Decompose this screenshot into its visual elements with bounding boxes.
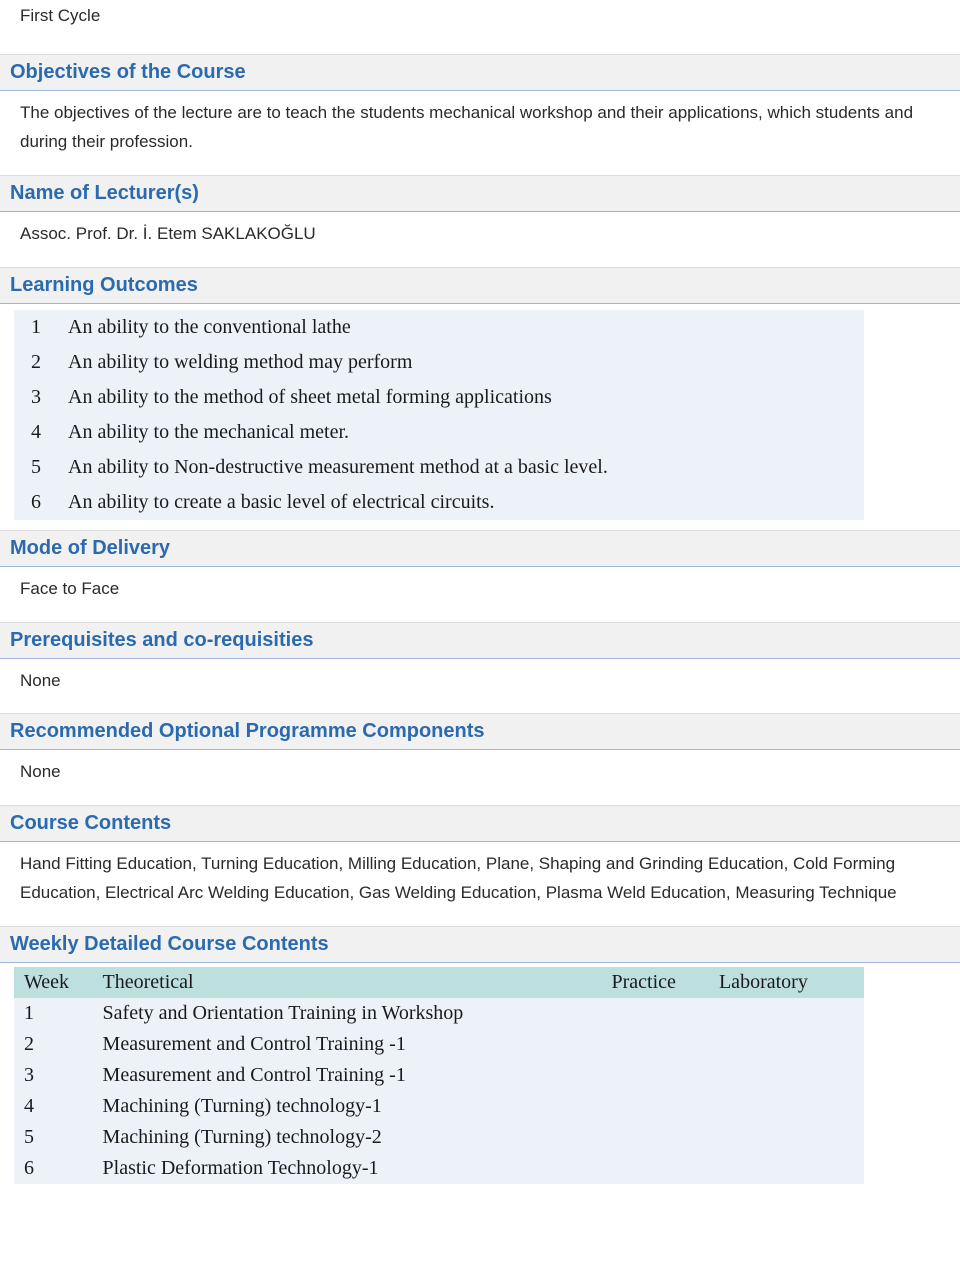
cell-theoretical: Safety and Orientation Training in Works… xyxy=(93,998,602,1029)
table-row: 4 Machining (Turning) technology-1 xyxy=(14,1091,864,1122)
table-row: 3 Measurement and Control Training -1 xyxy=(14,1060,864,1091)
outcome-text: An ability to welding method may perform xyxy=(58,345,864,380)
outcome-number: 5 xyxy=(14,450,58,485)
section-mode-title: Mode of Delivery xyxy=(0,530,960,567)
weekly-header-row: Week Theoretical Practice Laboratory xyxy=(14,967,864,998)
outcome-number: 4 xyxy=(14,415,58,450)
section-mode-body: Face to Face xyxy=(0,567,960,612)
table-row: 2 An ability to welding method may perfo… xyxy=(14,345,864,380)
cell-practice xyxy=(601,1029,709,1060)
weekly-table: Week Theoretical Practice Laboratory 1 S… xyxy=(14,967,864,1184)
section-prereq-body: None xyxy=(0,659,960,704)
section-recommended-title: Recommended Optional Programme Component… xyxy=(0,713,960,750)
col-laboratory-header: Laboratory xyxy=(709,967,864,998)
cell-practice xyxy=(601,1122,709,1153)
table-row: 2 Measurement and Control Training -1 xyxy=(14,1029,864,1060)
section-objectives-title: Objectives of the Course xyxy=(0,54,960,91)
outcome-text: An ability to the method of sheet metal … xyxy=(58,380,864,415)
cell-week: 3 xyxy=(14,1060,93,1091)
outcome-number: 1 xyxy=(14,310,58,345)
section-prereq-title: Prerequisites and co-requisities xyxy=(0,622,960,659)
cell-week: 2 xyxy=(14,1029,93,1060)
cell-laboratory xyxy=(709,1153,864,1184)
cell-week: 5 xyxy=(14,1122,93,1153)
cell-theoretical: Plastic Deformation Technology-1 xyxy=(93,1153,602,1184)
table-row: 1 An ability to the conventional lathe xyxy=(14,310,864,345)
cell-practice xyxy=(601,998,709,1029)
outcome-text: An ability to the mechanical meter. xyxy=(58,415,864,450)
outcome-text: An ability to Non-destructive measuremen… xyxy=(58,450,864,485)
learning-outcomes-table: 1 An ability to the conventional lathe 2… xyxy=(14,310,864,520)
section-contents-title: Course Contents xyxy=(0,805,960,842)
cell-week: 1 xyxy=(14,998,93,1029)
cell-theoretical: Measurement and Control Training -1 xyxy=(93,1029,602,1060)
section-lecturers-title: Name of Lecturer(s) xyxy=(0,175,960,212)
cell-laboratory xyxy=(709,998,864,1029)
course-page: First Cycle Objectives of the Course The… xyxy=(0,0,960,1204)
section-objectives-body: The objectives of the lecture are to tea… xyxy=(0,91,960,165)
cell-practice xyxy=(601,1153,709,1184)
outcome-number: 6 xyxy=(14,485,58,520)
section-lecturers-body: Assoc. Prof. Dr. İ. Etem SAKLAKOĞLU xyxy=(0,212,960,257)
outcome-text: An ability to create a basic level of el… xyxy=(58,485,864,520)
cell-theoretical: Measurement and Control Training -1 xyxy=(93,1060,602,1091)
col-practice-header: Practice xyxy=(601,967,709,998)
table-row: 4 An ability to the mechanical meter. xyxy=(14,415,864,450)
cell-laboratory xyxy=(709,1091,864,1122)
col-theoretical-header: Theoretical xyxy=(93,967,602,998)
cell-laboratory xyxy=(709,1060,864,1091)
cell-practice xyxy=(601,1060,709,1091)
section-weekly-title: Weekly Detailed Course Contents xyxy=(0,926,960,963)
outcome-number: 2 xyxy=(14,345,58,380)
table-row: 6 An ability to create a basic level of … xyxy=(14,485,864,520)
table-row: 6 Plastic Deformation Technology-1 xyxy=(14,1153,864,1184)
table-row: 1 Safety and Orientation Training in Wor… xyxy=(14,998,864,1029)
table-row: 5 Machining (Turning) technology-2 xyxy=(14,1122,864,1153)
col-week-header: Week xyxy=(14,967,93,998)
section-contents-body: Hand Fitting Education, Turning Educatio… xyxy=(0,842,960,916)
outcome-number: 3 xyxy=(14,380,58,415)
section-recommended-body: None xyxy=(0,750,960,795)
cell-practice xyxy=(601,1091,709,1122)
cycle-label: First Cycle xyxy=(0,0,960,44)
cell-laboratory xyxy=(709,1122,864,1153)
table-row: 3 An ability to the method of sheet meta… xyxy=(14,380,864,415)
cell-theoretical: Machining (Turning) technology-2 xyxy=(93,1122,602,1153)
outcome-text: An ability to the conventional lathe xyxy=(58,310,864,345)
cell-laboratory xyxy=(709,1029,864,1060)
table-row: 5 An ability to Non-destructive measurem… xyxy=(14,450,864,485)
cell-week: 6 xyxy=(14,1153,93,1184)
cell-theoretical: Machining (Turning) technology-1 xyxy=(93,1091,602,1122)
section-learning-outcomes-title: Learning Outcomes xyxy=(0,267,960,304)
cell-week: 4 xyxy=(14,1091,93,1122)
